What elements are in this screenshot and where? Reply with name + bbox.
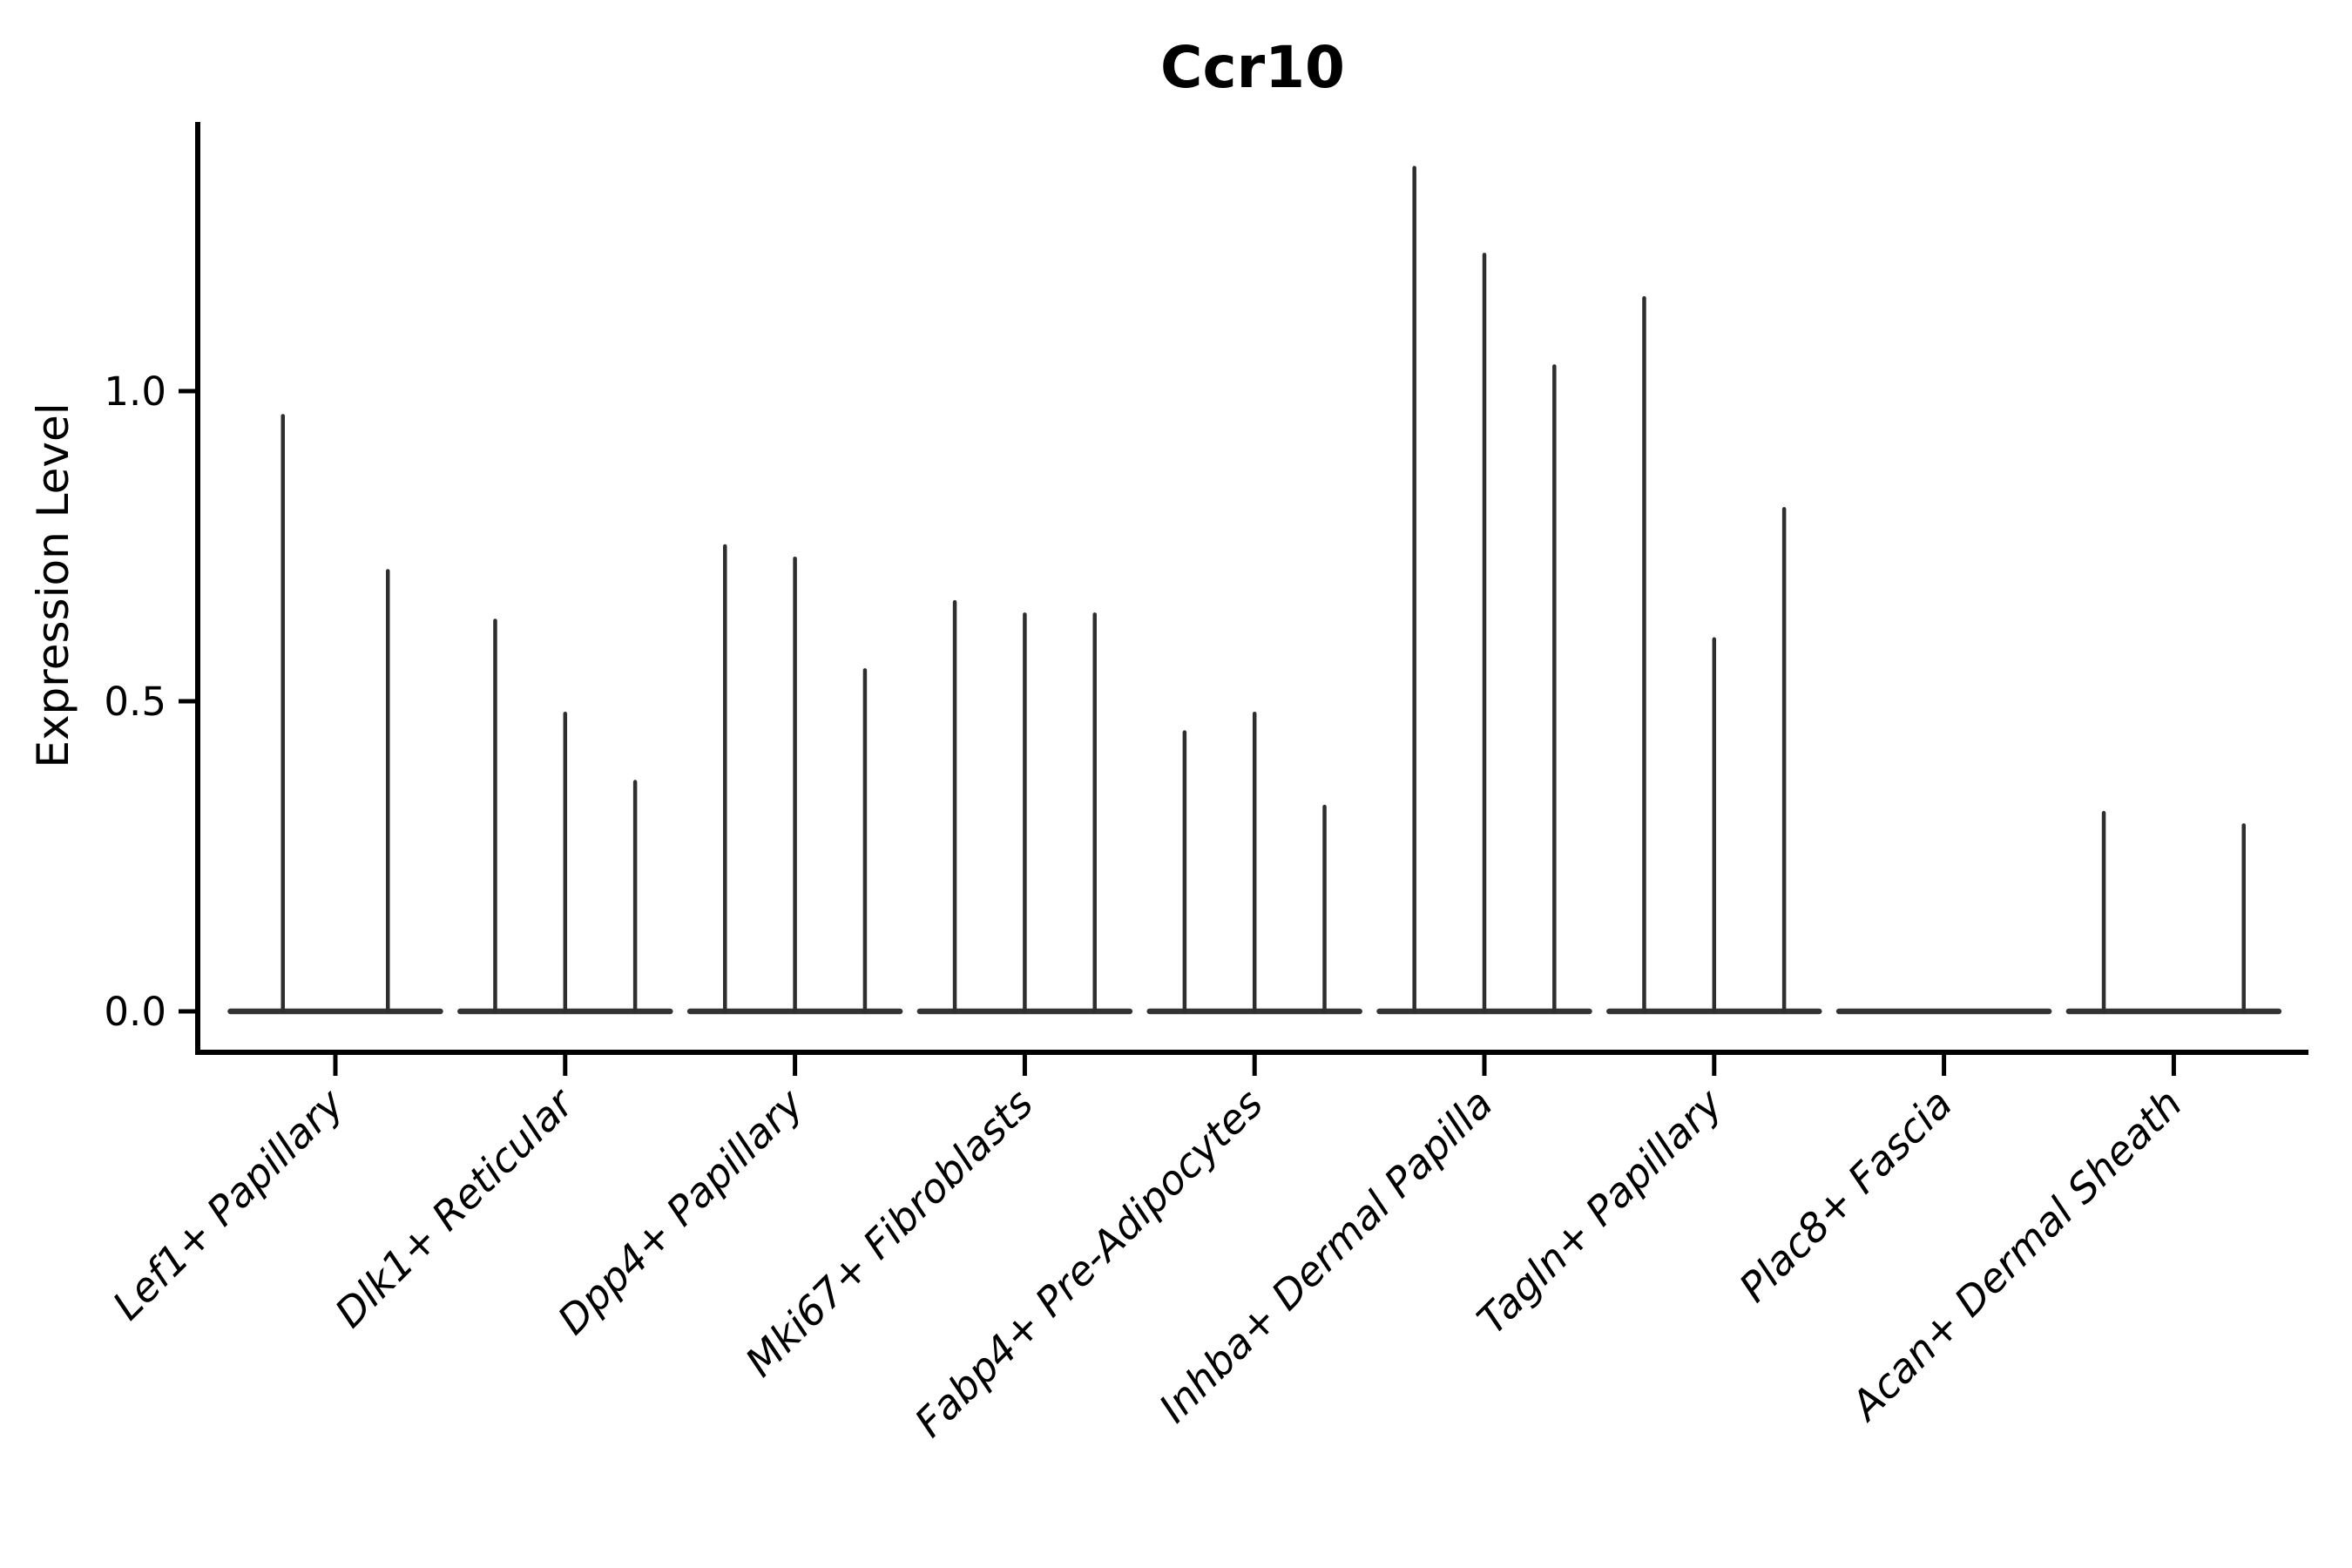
x-tick-label: Dpp4+ Papillary (549, 1079, 813, 1343)
chart-title: Ccr10 (1160, 34, 1345, 101)
y-tick-label: 1.0 (104, 368, 166, 415)
x-tick-label: Dlk1+ Reticular (326, 1078, 585, 1336)
x-tick-label: Tagln+ Papillary (1468, 1079, 1732, 1343)
x-tick-label: Plac8+ Fascia (1730, 1080, 1961, 1311)
y-axis-label: Expression Level (28, 402, 78, 767)
x-tick-label: Lef1+ Papillary (104, 1079, 353, 1328)
y-tick-label: 0.0 (104, 989, 166, 1035)
y-tick-label: 0.5 (104, 679, 166, 725)
